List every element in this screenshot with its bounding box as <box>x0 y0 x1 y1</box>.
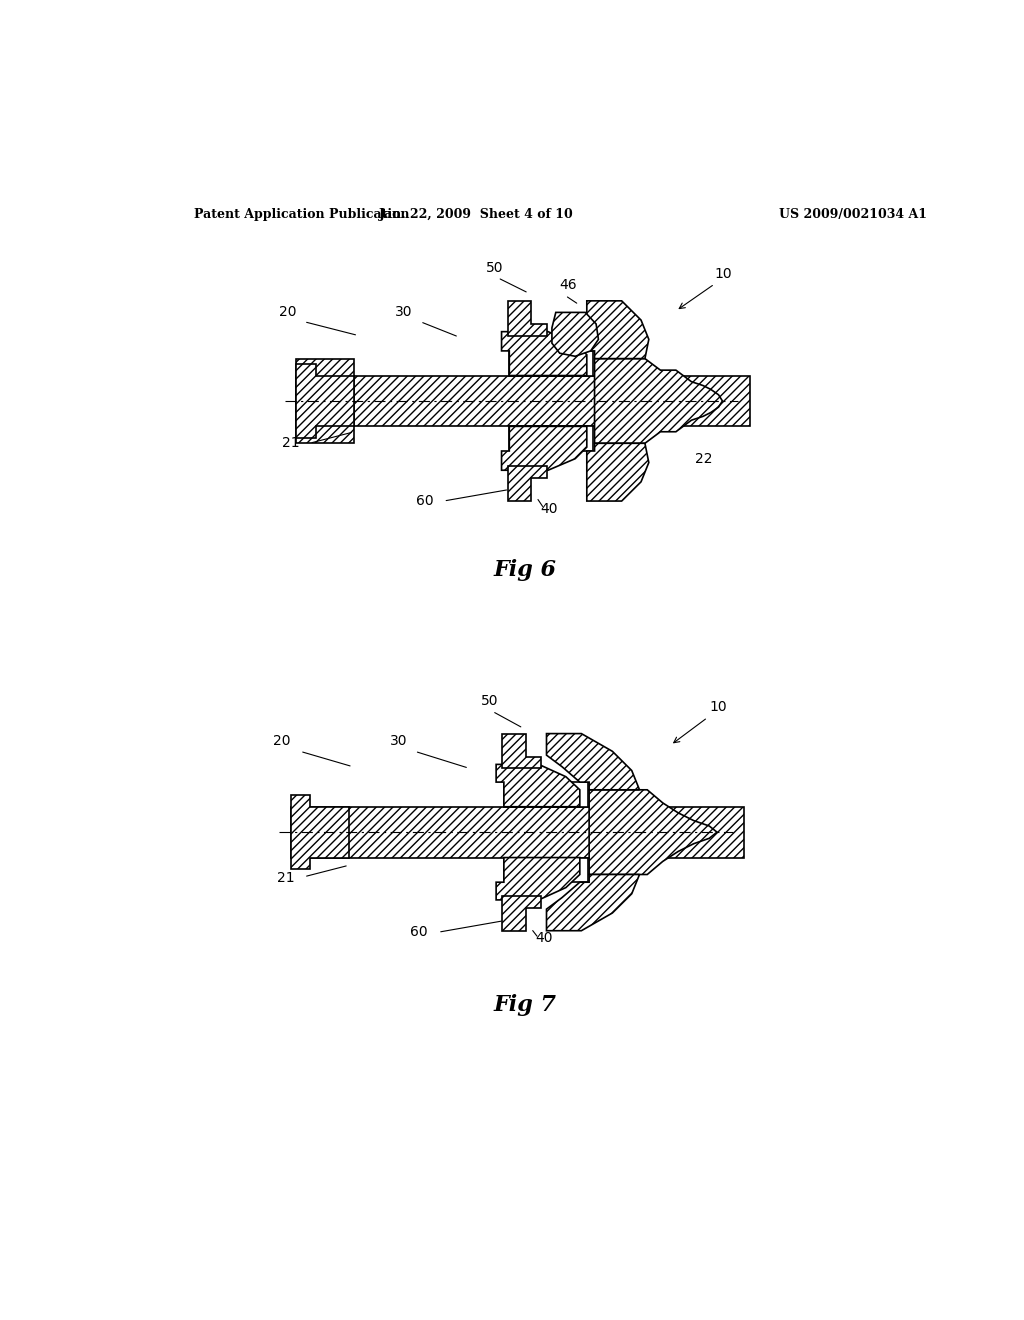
Text: Fig 7: Fig 7 <box>494 994 556 1016</box>
Polygon shape <box>496 764 580 807</box>
Text: 40: 40 <box>541 502 558 516</box>
Text: 10: 10 <box>715 267 732 281</box>
Text: 30: 30 <box>395 305 413 319</box>
Text: 22: 22 <box>695 451 713 466</box>
Polygon shape <box>547 875 640 931</box>
Text: 50: 50 <box>486 261 504 276</box>
Polygon shape <box>508 466 547 502</box>
Polygon shape <box>589 789 717 875</box>
Text: 20: 20 <box>279 305 296 319</box>
Polygon shape <box>291 795 349 869</box>
Text: US 2009/0021034 A1: US 2009/0021034 A1 <box>779 209 927 222</box>
Text: 10: 10 <box>710 700 727 714</box>
Text: 40: 40 <box>535 932 552 945</box>
Polygon shape <box>296 359 354 444</box>
Text: 60: 60 <box>411 925 428 939</box>
Text: Patent Application Publication: Patent Application Publication <box>194 209 410 222</box>
Text: Jan. 22, 2009  Sheet 4 of 10: Jan. 22, 2009 Sheet 4 of 10 <box>379 209 574 222</box>
Polygon shape <box>502 331 587 376</box>
Polygon shape <box>547 734 640 789</box>
Polygon shape <box>291 807 744 858</box>
Polygon shape <box>502 426 587 470</box>
Polygon shape <box>508 301 547 335</box>
Polygon shape <box>587 301 649 359</box>
Polygon shape <box>496 858 580 900</box>
Polygon shape <box>296 376 750 426</box>
Text: 50: 50 <box>480 694 498 708</box>
Text: 30: 30 <box>389 734 407 748</box>
Text: 21: 21 <box>283 436 300 450</box>
Polygon shape <box>296 364 354 438</box>
Polygon shape <box>504 781 588 807</box>
Polygon shape <box>509 426 593 451</box>
Polygon shape <box>503 896 541 931</box>
Polygon shape <box>504 858 588 882</box>
Text: 20: 20 <box>273 734 291 748</box>
Polygon shape <box>595 359 722 444</box>
Polygon shape <box>552 313 598 356</box>
Text: 46: 46 <box>560 279 578 292</box>
Polygon shape <box>587 444 649 502</box>
Text: 60: 60 <box>416 494 433 508</box>
Text: Fig 6: Fig 6 <box>494 558 556 581</box>
Polygon shape <box>509 351 593 376</box>
Polygon shape <box>503 734 541 768</box>
Text: 21: 21 <box>278 871 295 886</box>
